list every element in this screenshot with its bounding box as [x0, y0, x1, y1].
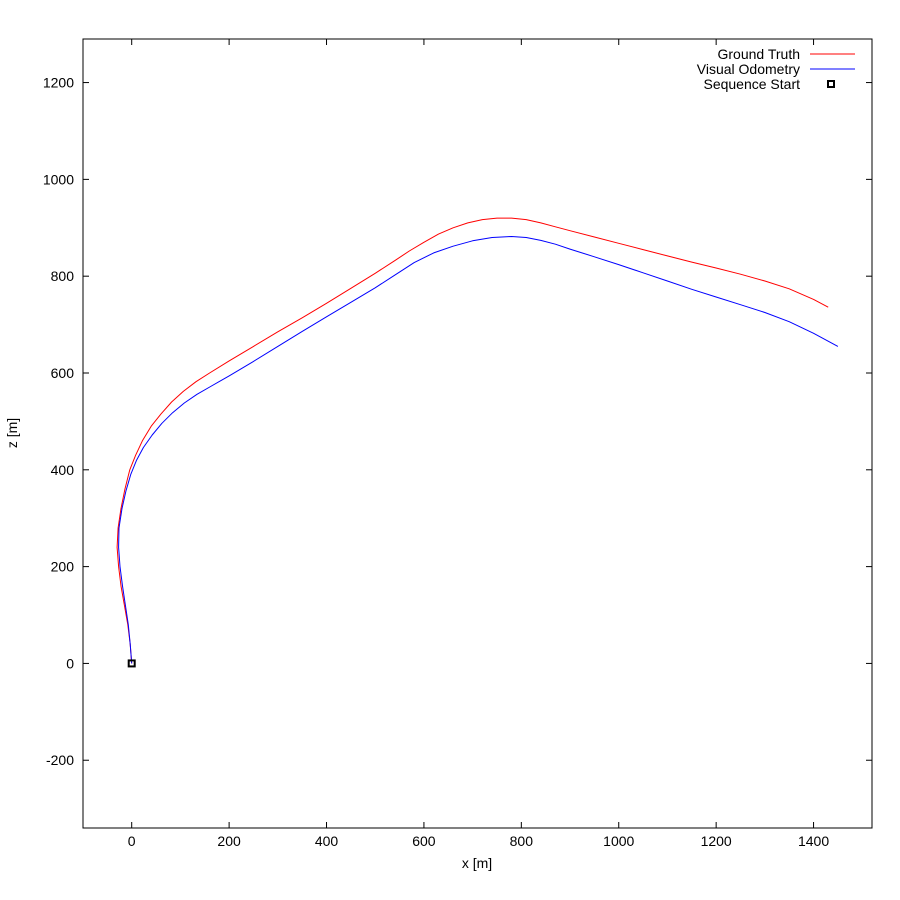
legend-label: Visual Odometry — [697, 61, 800, 77]
y-tick-label: 1200 — [43, 75, 74, 91]
series-line-ground-truth — [116, 217, 829, 664]
x-tick-label: 1000 — [603, 833, 634, 849]
y-axis-label: z [m] — [4, 418, 20, 448]
x-tick-label: 0 — [128, 833, 136, 849]
plot-frame — [82, 38, 873, 829]
y-tick-label: 200 — [51, 559, 75, 575]
x-tick-label: 1400 — [798, 833, 829, 849]
y-tick-label: 600 — [51, 365, 75, 381]
y-tick-label: 0 — [66, 655, 74, 671]
x-tick-label: 200 — [217, 833, 241, 849]
x-tick-label: 600 — [412, 833, 436, 849]
x-tick-label: 800 — [510, 833, 534, 849]
x-axis-label: x [m] — [462, 855, 492, 871]
markers-group — [127, 659, 136, 668]
x-tick-label: 400 — [315, 833, 339, 849]
axis-ticks: 0 200 400 600 800 1000 1200 1400 -200 0 200 400 600 8… — [43, 39, 872, 849]
y-tick-label: -200 — [46, 752, 74, 768]
legend-label: Sequence Start — [703, 76, 800, 92]
series-group — [116, 217, 839, 664]
y-tick-label: 1000 — [43, 171, 74, 187]
y-tick-label: 800 — [51, 268, 75, 284]
legend-swatch-marker — [827, 80, 835, 88]
sequence-start-marker — [127, 659, 136, 668]
legend-label: Ground Truth — [718, 46, 801, 62]
x-tick-label: 1200 — [701, 833, 732, 849]
y-tick-label: 400 — [51, 462, 75, 478]
series-line-visual-odometry — [118, 236, 839, 664]
